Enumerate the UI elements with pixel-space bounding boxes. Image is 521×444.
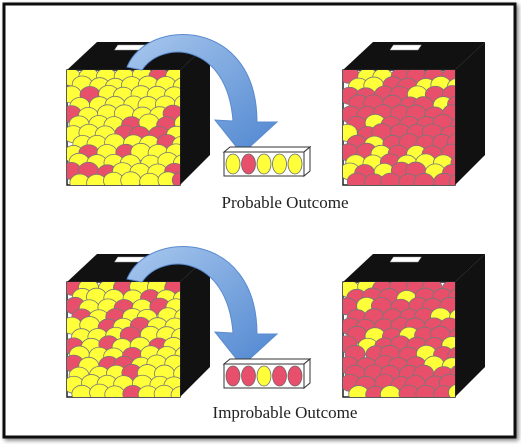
content [66,34,485,398]
balls [67,70,180,185]
box-side [180,42,210,185]
sample-tray [222,357,312,390]
balls [343,282,455,397]
ball [256,153,272,175]
ballot-box [66,254,210,398]
tray-top [222,146,312,153]
box-side [180,254,210,397]
box-side [455,42,485,185]
ballot-box [342,254,485,398]
ball [241,365,256,387]
box-top [343,254,485,282]
ball [448,384,455,397]
ball [287,365,303,387]
ballot-box [342,42,485,186]
ball [272,365,287,387]
sample-tray [222,145,312,178]
caption: Probable Outcome [222,193,349,212]
ball [287,153,303,175]
ball [449,173,455,185]
ball [256,365,272,387]
ball [225,365,241,387]
tray-side [303,145,311,178]
ball [241,153,256,175]
box-slot [389,256,422,263]
box-top [343,42,485,70]
box-side [455,254,485,397]
balls [343,70,455,185]
ball [171,171,180,185]
ball [170,386,180,397]
arrow [126,34,279,155]
balls [67,282,180,397]
arrow [126,246,279,367]
caption: Improbable Outcome [213,403,358,422]
ball [225,153,241,175]
ball [272,153,287,175]
tray-side [303,357,311,390]
tray-top [222,358,312,365]
box-slot [389,44,422,51]
